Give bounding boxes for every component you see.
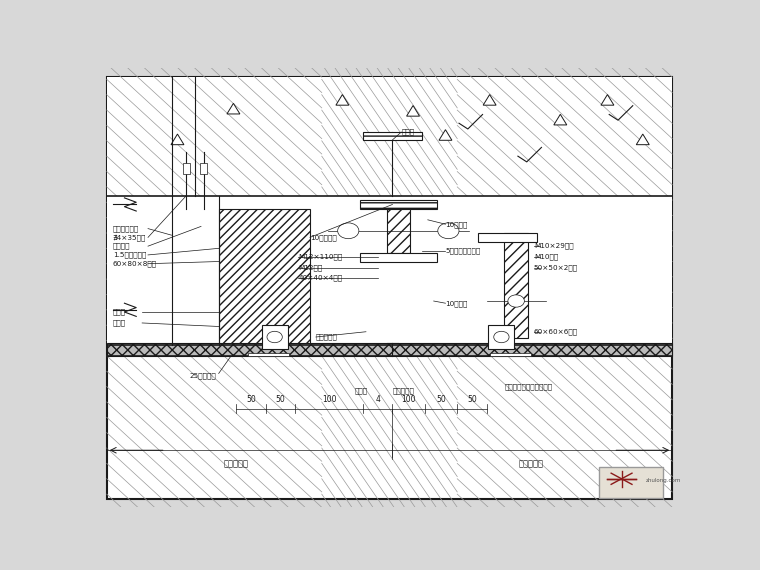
Bar [478,233,537,242]
Circle shape [267,331,282,343]
Text: 1.5厚防火惊派: 1.5厚防火惊派 [112,251,146,258]
Bar [505,233,528,339]
Text: 脱耐胶: 脱耐胶 [354,388,367,394]
Polygon shape [601,95,614,105]
Text: 100: 100 [401,395,416,404]
Bar [360,200,437,209]
Text: ∄4×35射钉: ∄4×35射钉 [112,234,146,241]
Text: 50: 50 [246,395,256,404]
Bar [182,163,190,174]
Bar [106,196,672,345]
Text: M12×110领丝: M12×110领丝 [298,254,343,260]
Text: 60×80×8角钔: 60×80×8角钔 [112,260,157,267]
Text: 不锈钔挂件: 不锈钔挂件 [316,333,337,340]
Text: 10厚连接件: 10厚连接件 [310,234,337,241]
Text: 10厚模板: 10厚模板 [445,300,468,307]
Text: 5厚钐板转接芯套: 5厚钐板转接芯套 [445,247,481,254]
Polygon shape [636,134,649,145]
Bar [106,77,321,340]
Text: 60×60×6角钔: 60×60×6角钔 [534,328,578,335]
Text: M10螺母: M10螺母 [534,254,558,260]
Text: 100: 100 [322,395,337,404]
Text: 环氧树脂石材贴面密封胶: 环氧树脂石材贴面密封胶 [505,383,553,390]
Text: 防火岩棉: 防火岩棉 [112,243,130,250]
Text: 50: 50 [436,395,446,404]
Bar [261,325,287,349]
Polygon shape [171,134,184,145]
Circle shape [494,331,509,343]
Bar [248,353,290,356]
Polygon shape [439,129,452,140]
Text: 拉帝钉: 拉帝钉 [112,309,126,315]
Text: 50: 50 [467,395,477,404]
Bar [219,209,310,345]
Text: 尺寸控制线: 尺寸控制线 [224,459,249,468]
Text: 预埋件: 预埋件 [401,129,414,135]
Text: 10号槟钐: 10号槟钐 [445,221,468,227]
Polygon shape [483,95,496,105]
Circle shape [508,295,524,307]
Text: 土建结构边缘: 土建结构边缘 [112,225,139,232]
Text: M10×29庸庸: M10×29庸庸 [534,243,574,250]
Circle shape [337,223,359,239]
Bar [489,353,530,356]
Bar [387,209,410,253]
Bar [458,77,673,340]
Text: 尺寸控制线: 尺寸控制线 [518,459,543,468]
Bar [106,343,672,356]
Circle shape [438,223,459,239]
Text: 25厚晶品石: 25厚晶品石 [189,372,216,379]
Text: 泡沫塔底吹: 泡沫塔底吹 [392,388,414,394]
Polygon shape [227,103,240,114]
Polygon shape [554,115,567,125]
Text: 50×50×2庸片: 50×50×2庸片 [534,265,578,271]
Text: 40×40×4庸片: 40×40×4庸片 [298,275,342,282]
Text: 防火胶: 防火胶 [112,320,126,326]
Bar [489,325,515,349]
Text: zhulong.com: zhulong.com [646,478,681,483]
Polygon shape [407,105,420,116]
Text: 50: 50 [276,395,286,404]
Bar [599,467,663,498]
Bar [360,253,437,262]
Bar [363,132,422,140]
Polygon shape [336,95,349,105]
Text: M12螺母: M12螺母 [298,265,322,271]
Bar [321,77,458,196]
Text: 4: 4 [375,395,380,404]
Bar [201,163,207,174]
